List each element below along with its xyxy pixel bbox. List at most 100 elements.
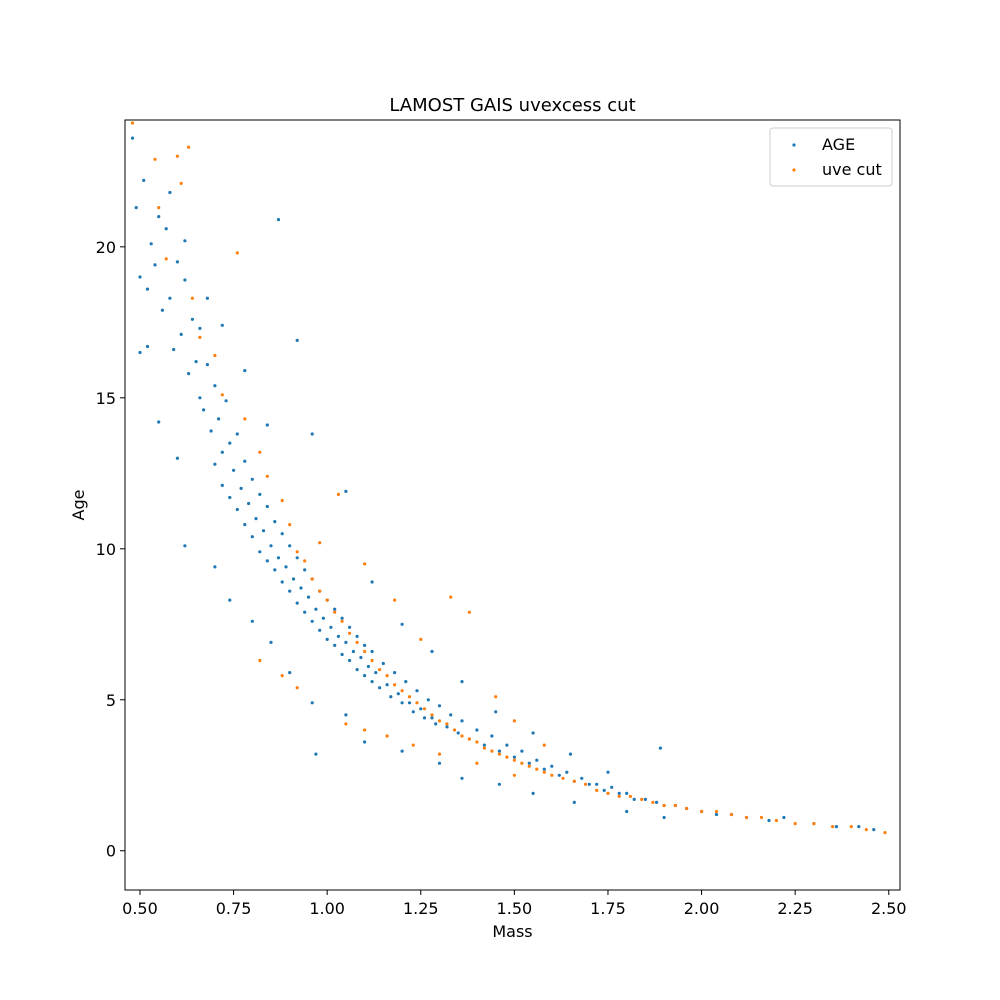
data-point bbox=[385, 734, 389, 738]
data-point bbox=[497, 782, 501, 786]
data-point bbox=[213, 462, 217, 466]
data-point bbox=[617, 791, 621, 796]
data-point bbox=[542, 767, 546, 771]
legend-marker-age bbox=[792, 143, 796, 147]
x-axis-ticks: 0.50 0.75 1.00 1.25 1.50 1.75 2.00 2.25 2.50 bbox=[122, 890, 907, 918]
data-point bbox=[142, 178, 146, 182]
data-point bbox=[310, 619, 314, 623]
data-point bbox=[370, 580, 374, 584]
data-point bbox=[344, 713, 348, 717]
data-point bbox=[213, 565, 217, 569]
data-point bbox=[164, 257, 168, 261]
data-point bbox=[205, 363, 209, 367]
data-point bbox=[512, 719, 517, 723]
data-point bbox=[336, 492, 340, 496]
data-point bbox=[258, 450, 262, 454]
data-point bbox=[460, 719, 464, 723]
data-point bbox=[400, 689, 404, 693]
data-point bbox=[512, 773, 517, 777]
data-point bbox=[520, 749, 524, 753]
data-point bbox=[258, 658, 262, 663]
data-point bbox=[363, 728, 367, 732]
data-point bbox=[213, 353, 217, 358]
legend-label-age: AGE bbox=[822, 135, 855, 154]
data-point bbox=[490, 749, 494, 753]
data-point bbox=[288, 671, 292, 675]
legend-box bbox=[769, 127, 893, 187]
data-point bbox=[183, 544, 187, 548]
data-point bbox=[411, 743, 415, 747]
data-point bbox=[288, 589, 292, 593]
y-axis-label: Age bbox=[69, 490, 88, 521]
data-point bbox=[831, 825, 835, 829]
data-point bbox=[422, 716, 427, 720]
x-tick-label: 1.75 bbox=[590, 899, 626, 918]
data-point bbox=[595, 782, 599, 786]
data-point bbox=[261, 529, 266, 533]
data-point bbox=[437, 761, 442, 765]
data-point bbox=[299, 586, 303, 590]
data-point bbox=[157, 215, 161, 219]
data-point bbox=[280, 674, 284, 678]
data-point bbox=[333, 607, 337, 611]
y-tick-label: 10 bbox=[96, 540, 116, 559]
data-point bbox=[512, 755, 517, 759]
data-point bbox=[606, 770, 610, 774]
data-point bbox=[217, 417, 221, 421]
data-point bbox=[651, 800, 655, 805]
data-point bbox=[318, 628, 322, 632]
data-point bbox=[138, 275, 142, 279]
data-point bbox=[130, 121, 135, 125]
data-point bbox=[583, 782, 588, 786]
data-point bbox=[445, 722, 449, 726]
data-point bbox=[187, 372, 191, 376]
data-point bbox=[482, 746, 486, 750]
data-point bbox=[303, 568, 307, 572]
series-uve-cut bbox=[130, 121, 887, 835]
data-point bbox=[812, 822, 816, 826]
data-point bbox=[329, 625, 333, 629]
data-point bbox=[164, 227, 168, 231]
data-point bbox=[175, 456, 179, 460]
data-point bbox=[284, 565, 288, 569]
plot-frame bbox=[124, 119, 901, 891]
data-point bbox=[243, 459, 247, 463]
data-point bbox=[243, 369, 247, 373]
data-point bbox=[849, 825, 853, 829]
data-point bbox=[153, 263, 157, 267]
data-point bbox=[662, 803, 666, 808]
data-point bbox=[834, 825, 839, 829]
data-point bbox=[295, 556, 299, 560]
data-point bbox=[179, 181, 183, 185]
x-tick-label: 0.50 bbox=[122, 899, 158, 918]
x-tick-label: 2.50 bbox=[871, 899, 907, 918]
data-point bbox=[190, 317, 194, 321]
x-tick-label: 1.50 bbox=[497, 899, 533, 918]
data-point bbox=[449, 713, 453, 717]
data-point bbox=[374, 671, 378, 675]
x-tick-label: 2.25 bbox=[777, 899, 813, 918]
data-point bbox=[497, 749, 501, 753]
data-point bbox=[175, 154, 179, 158]
data-point bbox=[366, 664, 370, 669]
data-point bbox=[351, 649, 355, 654]
data-point bbox=[228, 598, 232, 602]
data-point bbox=[557, 773, 561, 777]
data-point bbox=[198, 335, 202, 339]
data-point bbox=[295, 338, 299, 342]
data-point bbox=[460, 680, 464, 684]
data-point bbox=[310, 701, 314, 705]
data-point bbox=[288, 544, 292, 548]
data-point bbox=[220, 323, 224, 327]
data-point bbox=[220, 393, 224, 397]
data-point bbox=[456, 731, 460, 735]
data-point bbox=[138, 350, 142, 355]
data-point bbox=[269, 640, 273, 645]
data-point bbox=[370, 658, 374, 663]
data-point bbox=[561, 776, 565, 780]
data-point bbox=[157, 420, 161, 424]
y-tick-label: 15 bbox=[96, 389, 116, 408]
data-point bbox=[505, 743, 509, 747]
data-point bbox=[655, 800, 659, 805]
